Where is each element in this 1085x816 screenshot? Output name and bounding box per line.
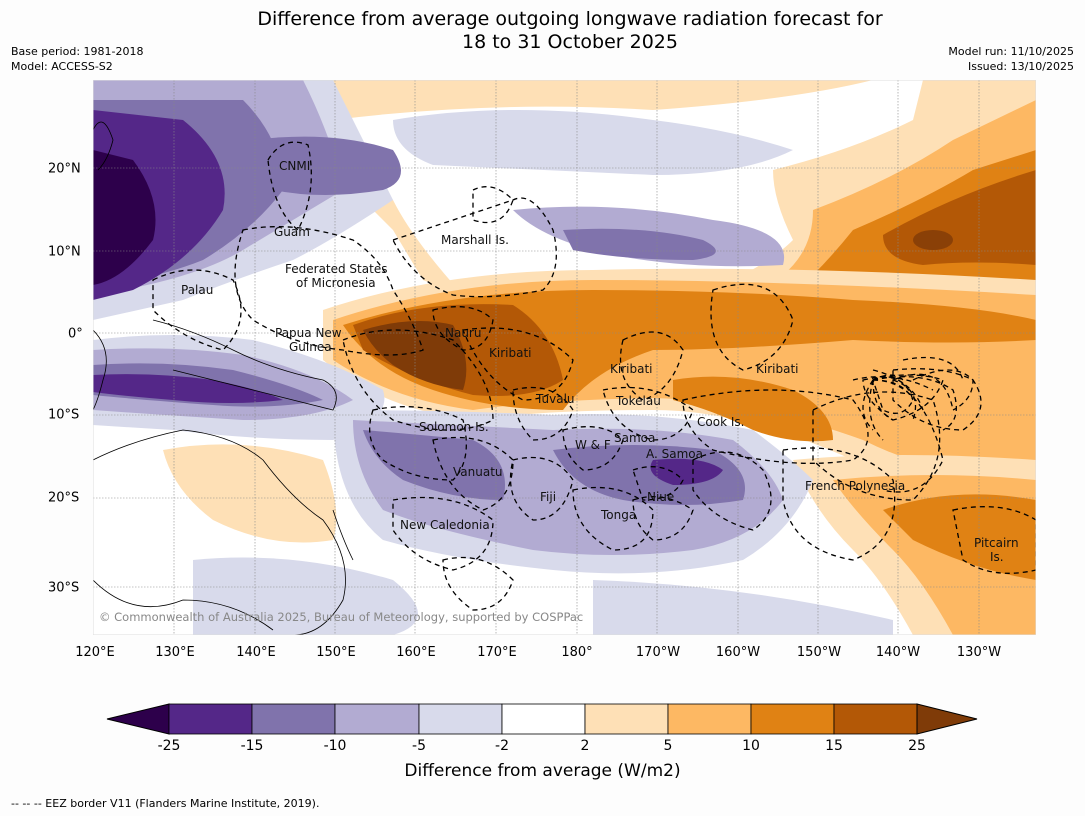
lon-label-140e: 140°E [236,645,276,660]
lon-label-140w: 140°W [875,645,921,660]
colorbar-segment-2 [251,703,336,735]
colorbar-segment-max [916,703,978,735]
map-title: Difference from average outgoing longwav… [0,8,1085,54]
colorbar [106,703,978,735]
lat-label-10n: 10°N [48,244,81,260]
olr-map: CNMI Guam Marshall Is. Federated States … [93,80,1036,635]
lon-label-130e: 130°E [155,645,195,660]
cb-tick-1: -25 [157,738,181,754]
label-nauru: Nauru [445,326,481,340]
eez-borders [152,141,1036,611]
label-kiribati-west: Kiribati [489,346,531,360]
lat-label-0: 0° [68,326,83,342]
map-panel: CNMI Guam Marshall Is. Federated States … [93,80,1036,635]
meta-left: Base period: 1981-2018 Model: ACCESS-S2 [11,44,143,74]
cb-tick-3: -10 [323,738,347,754]
label-marshall: Marshall Is. [441,233,509,247]
issued-date: Issued: 13/10/2025 [967,60,1074,73]
cb-tick-7: 5 [663,738,673,754]
label-fsm-2: of Micronesia [296,276,376,290]
label-pitcairn-2: Is. [990,550,1004,564]
region-labels: CNMI Guam Marshall Is. Federated States … [181,159,1019,564]
lon-label-170e: 170°E [477,645,517,660]
model-run: Model run: 11/10/2025 [948,45,1074,58]
label-vanuatu: Vanuatu [453,465,503,479]
label-tuvalu: Tuvalu [535,392,575,406]
cb-tick-8: 10 [742,738,760,754]
label-tonga: Tonga [600,508,636,522]
label-niue: Niue [647,490,674,504]
label-tokelau: Tokelau [615,394,661,408]
cb-tick-4: -5 [412,738,426,754]
lon-label-170w: 170°W [635,645,681,660]
lat-label-20n: 20°N [48,161,81,177]
lon-label-130w: 130°W [956,645,1002,660]
colorbar-segment-7 [667,703,752,735]
lat-label-20s: 20°S [48,490,80,506]
copyright-notice: © Commonwealth of Australia 2025, Bureau… [99,610,583,624]
lat-label-10s: 10°S [48,407,80,423]
model-name: Model: ACCESS-S2 [11,60,113,73]
label-american-samoa: A. Samoa [646,447,703,461]
label-french-polynesia: French Polynesia [805,479,905,493]
cb-tick-10: 25 [908,738,926,754]
colorbar-segment-1 [168,703,253,735]
label-cook-islands: Cook Is. [697,415,744,429]
coastlines [93,121,354,635]
lon-label-160w: 160°W [715,645,761,660]
colorbar-segment-4 [418,703,503,735]
lon-label-180: 180° [561,645,593,660]
label-samoa: Samoa [614,431,655,445]
lon-label-120e: 120°E [75,645,115,660]
meta-right: Model run: 11/10/2025 Issued: 13/10/2025 [948,44,1074,74]
label-fsm-1: Federated States [285,262,387,276]
label-kiribati-central: Kiribati [610,362,652,376]
colorbar-segment-8 [750,703,835,735]
label-fiji: Fiji [540,490,556,504]
graticule [93,80,1036,635]
base-period: Base period: 1981-2018 [11,45,144,58]
cb-tick-5: -2 [495,738,509,754]
colorbar-segment-5 [501,703,586,735]
lon-label-150w: 150°W [796,645,842,660]
label-png-2: Guinea [289,340,332,354]
label-guam: Guam [274,225,310,239]
label-solomon: Solomon Is. [419,420,489,434]
cb-tick-9: 15 [825,738,843,754]
colorbar-segment-3 [334,703,420,735]
label-wallis-futuna: W & F [575,438,611,452]
colorbar-title: Difference from average (W/m2) [404,761,681,781]
label-pitcairn-1: Pitcairn [974,536,1019,550]
label-png-1: Papua New [275,326,342,340]
lat-label-30s: 30°S [48,580,80,596]
label-kiribati-east: Kiribati [756,362,798,376]
cb-tick-6: 2 [580,738,590,754]
title-line-1: Difference from average outgoing longwav… [257,8,883,30]
colorbar-segment-9 [833,703,918,735]
colorbar-segment-min [106,703,170,735]
lon-label-160e: 160°E [396,645,436,660]
label-palau: Palau [181,283,213,297]
cb-tick-2: -15 [240,738,264,754]
colorbar-segment-6 [584,703,669,735]
title-line-2: 18 to 31 October 2025 [462,31,678,53]
lon-label-150e: 150°E [316,645,356,660]
label-new-caledonia: New Caledonia [400,518,490,532]
eez-legend: -- -- -- EEZ border V11 (Flanders Marine… [11,797,320,810]
label-cnmi: CNMI [279,159,310,173]
